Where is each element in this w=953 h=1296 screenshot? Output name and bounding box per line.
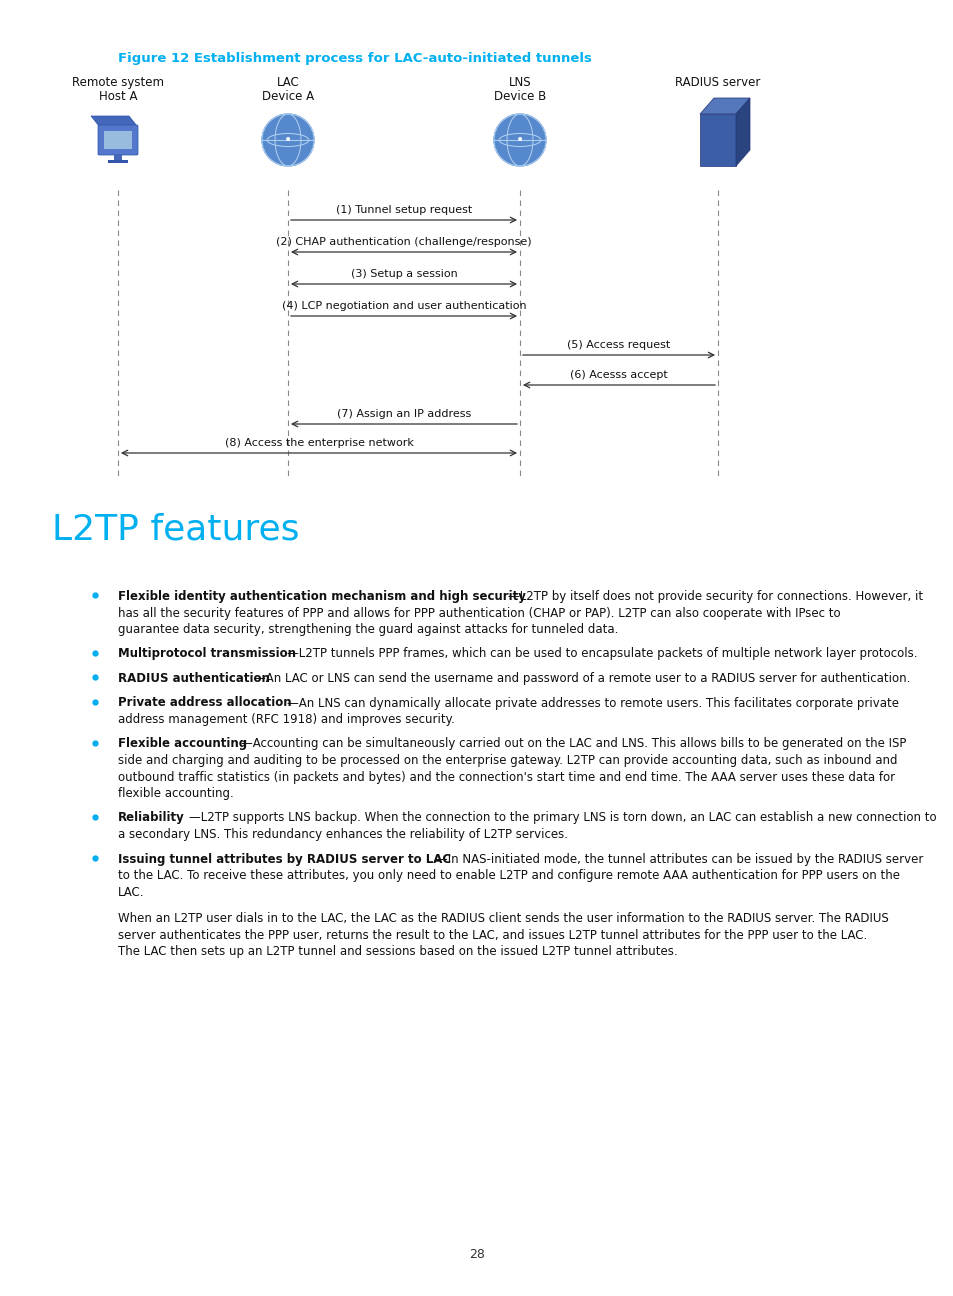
Text: flexible accounting.: flexible accounting.: [118, 787, 233, 800]
Text: (1) Tunnel setup request: (1) Tunnel setup request: [335, 205, 472, 215]
Text: Host A: Host A: [99, 89, 137, 102]
Text: to the LAC. To receive these attributes, you only need to enable L2TP and config: to the LAC. To receive these attributes,…: [118, 870, 899, 883]
Text: •: •: [284, 133, 292, 146]
Text: (8) Access the enterprise network: (8) Access the enterprise network: [224, 438, 413, 448]
Polygon shape: [91, 117, 137, 126]
Text: (6) Acesss accept: (6) Acesss accept: [570, 369, 667, 380]
FancyBboxPatch shape: [113, 154, 122, 159]
Text: RADIUS server: RADIUS server: [675, 76, 760, 89]
Text: Private address allocation: Private address allocation: [118, 696, 292, 709]
Text: (7) Assign an IP address: (7) Assign an IP address: [336, 410, 471, 419]
Text: The LAC then sets up an L2TP tunnel and sessions based on the issued L2TP tunnel: The LAC then sets up an L2TP tunnel and …: [118, 945, 677, 958]
Text: address management (RFC 1918) and improves security.: address management (RFC 1918) and improv…: [118, 713, 455, 726]
Text: L2TP features: L2TP features: [52, 513, 299, 547]
Text: (2) CHAP authentication (challenge/response): (2) CHAP authentication (challenge/respo…: [276, 237, 531, 248]
Text: side and charging and auditing to be processed on the enterprise gateway. L2TP c: side and charging and auditing to be pro…: [118, 754, 897, 767]
Text: —In NAS-initiated mode, the tunnel attributes can be issued by the RADIUS server: —In NAS-initiated mode, the tunnel attri…: [436, 853, 923, 866]
Polygon shape: [700, 114, 735, 166]
Text: —An LNS can dynamically allocate private addresses to remote users. This facilit: —An LNS can dynamically allocate private…: [287, 696, 898, 709]
Text: When an L2TP user dials in to the LAC, the LAC as the RADIUS client sends the us: When an L2TP user dials in to the LAC, t…: [118, 912, 888, 925]
Text: RADIUS authentication: RADIUS authentication: [118, 673, 270, 686]
Text: LAC.: LAC.: [118, 885, 144, 898]
Text: Multiprotocol transmission: Multiprotocol transmission: [118, 648, 295, 661]
Text: (3) Setup a session: (3) Setup a session: [351, 270, 456, 279]
Text: —An LAC or LNS can send the username and password of a remote user to a RADIUS s: —An LAC or LNS can send the username and…: [254, 673, 910, 686]
Text: Flexible accounting: Flexible accounting: [118, 737, 247, 750]
Text: •: •: [516, 133, 523, 146]
Text: Device B: Device B: [494, 89, 545, 102]
FancyBboxPatch shape: [104, 131, 132, 149]
Text: Device A: Device A: [262, 89, 314, 102]
Polygon shape: [735, 98, 749, 166]
Text: Figure 12 Establishment process for LAC-auto-initiated tunnels: Figure 12 Establishment process for LAC-…: [118, 52, 591, 65]
Text: LNS: LNS: [508, 76, 531, 89]
Text: outbound traffic statistics (in packets and bytes) and the connection's start ti: outbound traffic statistics (in packets …: [118, 771, 894, 784]
Text: —L2TP by itself does not provide security for connections. However, it: —L2TP by itself does not provide securit…: [507, 590, 923, 603]
Text: LAC: LAC: [276, 76, 299, 89]
Text: (4) LCP negotiation and user authentication: (4) LCP negotiation and user authenticat…: [281, 301, 526, 311]
Text: —L2TP supports LNS backup. When the connection to the primary LNS is torn down, : —L2TP supports LNS backup. When the conn…: [190, 811, 936, 824]
Text: (5) Access request: (5) Access request: [567, 340, 670, 350]
Text: —Accounting can be simultaneously carried out on the LAC and LNS. This allows bi: —Accounting can be simultaneously carrie…: [241, 737, 906, 750]
Polygon shape: [700, 98, 749, 114]
Text: a secondary LNS. This redundancy enhances the reliability of L2TP services.: a secondary LNS. This redundancy enhance…: [118, 828, 567, 841]
Text: —L2TP tunnels PPP frames, which can be used to encapsulate packets of multiple n: —L2TP tunnels PPP frames, which can be u…: [287, 648, 917, 661]
Circle shape: [262, 114, 314, 166]
Text: Flexible identity authentication mechanism and high security: Flexible identity authentication mechani…: [118, 590, 525, 603]
Text: Issuing tunnel attributes by RADIUS server to LAC: Issuing tunnel attributes by RADIUS serv…: [118, 853, 451, 866]
Text: Reliability: Reliability: [118, 811, 185, 824]
Circle shape: [494, 114, 545, 166]
Text: Remote system: Remote system: [71, 76, 164, 89]
FancyBboxPatch shape: [108, 159, 128, 163]
Text: server authenticates the PPP user, returns the result to the LAC, and issues L2T: server authenticates the PPP user, retur…: [118, 928, 866, 941]
FancyBboxPatch shape: [98, 124, 138, 156]
Text: has all the security features of PPP and allows for PPP authentication (CHAP or : has all the security features of PPP and…: [118, 607, 840, 619]
Text: guarantee data security, strengthening the guard against attacks for tunneled da: guarantee data security, strengthening t…: [118, 623, 618, 636]
Text: 28: 28: [469, 1248, 484, 1261]
